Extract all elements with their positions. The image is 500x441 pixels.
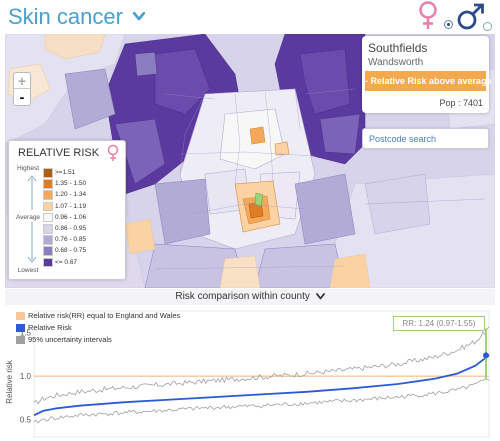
risk-comparison-toggle[interactable]: Risk comparison within county — [5, 289, 495, 305]
area-name: Southfields — [368, 41, 428, 55]
legend-swatch — [43, 257, 53, 268]
map-canvas[interactable] — [5, 34, 495, 288]
y-tick-label: 1.0 — [20, 372, 32, 381]
risk-status-badge: - Relative Risk above average — [365, 71, 492, 91]
comparison-title: Risk comparison within county — [175, 291, 310, 302]
legend-swatch — [43, 212, 53, 223]
legend-bin-label: 0.76 - 0.85 — [55, 236, 87, 244]
legend-bin-label: 1.20 - 1.34 — [55, 191, 87, 199]
male-radio[interactable] — [483, 22, 492, 31]
highlight-point — [483, 352, 489, 359]
legend-label: Relative risk(RR) equal to England and W… — [28, 311, 181, 320]
postcode-search-box — [362, 128, 489, 149]
district-name: Wandsworth — [368, 57, 424, 68]
legend-lowest-label: Lowest — [17, 267, 39, 274]
selected-area-rr-label: RR: 1.24 (0.97-1.55) — [393, 316, 485, 331]
legend-swatch — [43, 168, 53, 178]
female-radio[interactable] — [444, 20, 453, 29]
risk-comparison-chart: 0.5 1.0 1.5 Relative risk — [5, 310, 490, 438]
plot-area — [33, 310, 490, 438]
page-title: Skin cancer — [8, 4, 123, 29]
area-info-panel: Southfields Wandsworth - Relative Risk a… — [362, 36, 492, 113]
y-tick-label: 1.5 — [20, 329, 32, 338]
legend-bin: 1.07 - 1.19 — [43, 201, 123, 212]
header: Skin cancer — [0, 0, 500, 34]
choropleth-map[interactable]: + - — [5, 34, 495, 288]
legend-bin: 1.35 - 1.50 — [43, 179, 123, 189]
legend-bin: <= 0.67 — [43, 257, 123, 268]
legend-bin: 0.86 - 0.95 — [43, 224, 123, 234]
legend-swatch — [43, 179, 53, 189]
female-icon[interactable] — [414, 0, 446, 30]
chevron-down-icon — [133, 12, 146, 21]
legend-bin-label: >=1.51 — [55, 169, 76, 176]
legend-swatch — [43, 201, 53, 212]
legend-bin: 0.76 - 0.85 — [43, 235, 123, 245]
legend-bin: 0.96 - 1.06 — [43, 212, 123, 223]
female-icon — [107, 144, 119, 161]
legend-swatch — [16, 324, 25, 332]
relative-risk-legend: RELATIVE RISK Highest Average Lowest >=1… — [8, 140, 126, 280]
zoom-out-button[interactable]: - — [19, 89, 25, 105]
zoom-in-button[interactable]: + — [14, 73, 30, 89]
legend-label: 95% uncertainty intervals — [28, 335, 112, 344]
legend-highest-label: Highest — [16, 165, 40, 172]
legend-label: Relative Risk — [28, 323, 72, 332]
cancer-type-dropdown[interactable]: Skin cancer — [8, 4, 146, 30]
legend-bin-label: 0.86 - 0.95 — [55, 225, 87, 232]
legend-bin: 1.20 - 1.34 — [43, 190, 123, 200]
legend-swatch — [16, 336, 25, 344]
population-value: Pop : 7401 — [439, 98, 483, 108]
legend-bin-label: 0.96 - 1.06 — [55, 213, 87, 221]
y-axis-label: Relative risk — [5, 359, 14, 404]
legend-bin-label: 0.68 - 0.75 — [55, 247, 87, 255]
legend-swatch — [43, 190, 53, 200]
legend-bin-label: 1.35 - 1.50 — [55, 180, 87, 188]
legend-swatch — [16, 312, 25, 320]
legend-bin-label: 1.07 - 1.19 — [55, 202, 87, 210]
legend-bin: >=1.51 — [43, 168, 123, 178]
legend-bin-label: <= 0.67 — [55, 258, 78, 266]
lower-interval-line — [33, 378, 490, 424]
legend-bin: 0.68 - 0.75 — [43, 246, 123, 256]
relative-risk-line — [33, 354, 490, 417]
chevron-down-icon — [315, 293, 325, 300]
y-tick-label: 0.5 — [20, 416, 32, 425]
double-arrow-icon — [27, 175, 37, 263]
legend-swatch — [43, 246, 53, 256]
legend-title: RELATIVE RISK — [18, 147, 100, 159]
legend-swatch — [43, 235, 53, 245]
zoom-control: + - — [13, 72, 31, 106]
postcode-search-input[interactable] — [363, 129, 488, 149]
male-icon[interactable] — [455, 2, 487, 32]
legend-average-label: Average — [15, 214, 41, 221]
legend-swatch — [43, 224, 53, 234]
upper-interval-line — [33, 326, 490, 405]
